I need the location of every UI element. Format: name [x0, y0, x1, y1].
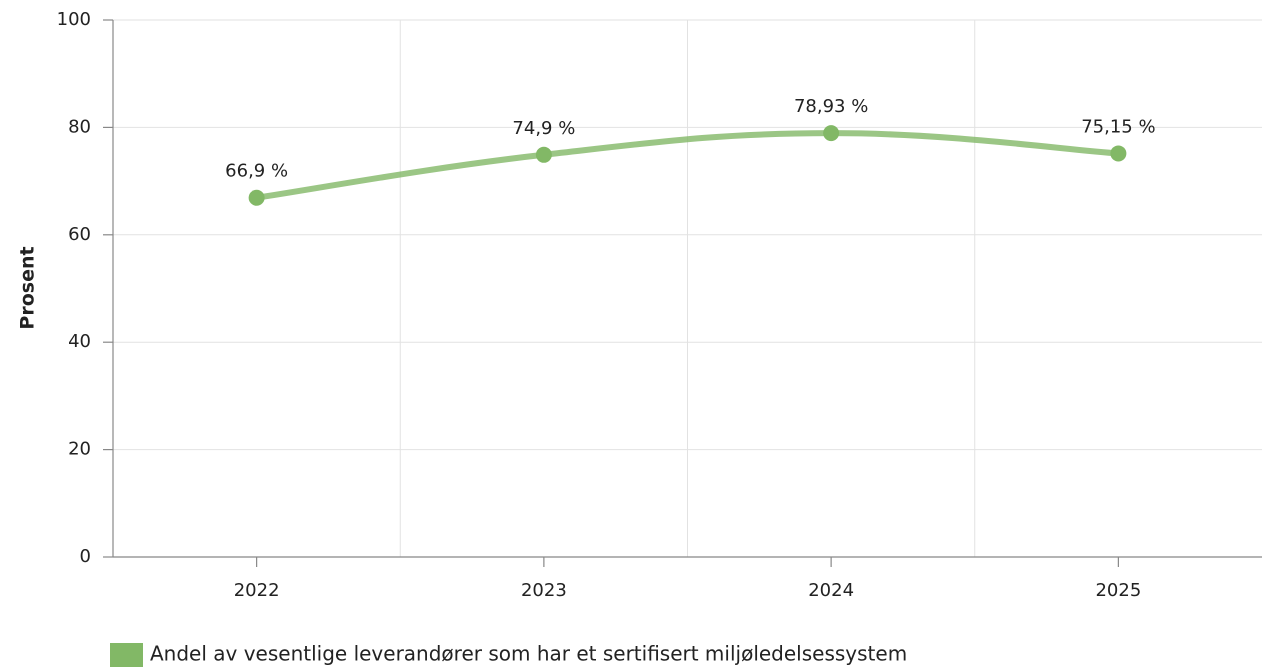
data-label: 74,9 % [512, 118, 575, 139]
y-tick-label: 40 [68, 331, 91, 352]
y-tick-label: 0 [80, 546, 91, 567]
x-tick-label: 2023 [521, 580, 567, 601]
x-tick-label: 2025 [1095, 580, 1141, 601]
x-tick-label: 2022 [234, 580, 280, 601]
y-axis-title: Prosent [17, 246, 39, 329]
data-label: 66,9 % [225, 161, 288, 182]
y-tick-label: 20 [68, 439, 91, 460]
data-point [823, 125, 840, 142]
y-tick-label: 60 [68, 224, 91, 245]
x-tick-label: 2024 [808, 580, 854, 601]
legend-label: Andel av vesentlige leverandører som har… [150, 642, 907, 666]
data-label: 75,15 % [1081, 116, 1155, 137]
data-label: 78,93 % [794, 96, 868, 117]
data-point [1110, 145, 1127, 162]
series-line [253, 130, 1122, 201]
legend-swatch [110, 643, 143, 667]
data-point [535, 146, 552, 163]
y-tick-label: 100 [57, 9, 91, 30]
y-tick-label: 80 [68, 116, 91, 137]
data-point [248, 189, 265, 206]
